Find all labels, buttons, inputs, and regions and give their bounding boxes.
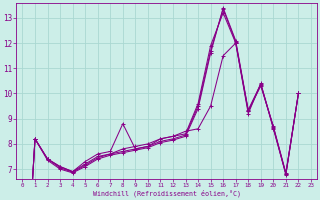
X-axis label: Windchill (Refroidissement éolien,°C): Windchill (Refroidissement éolien,°C) (93, 190, 241, 197)
